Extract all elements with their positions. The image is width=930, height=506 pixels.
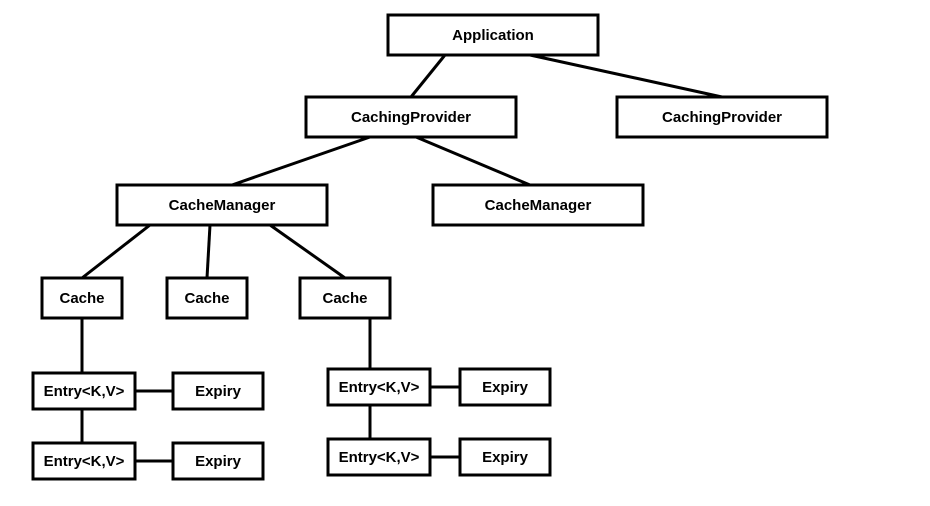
node-label-entry3b: Entry<K,V> bbox=[339, 449, 420, 466]
node-label-expiry1b: Expiry bbox=[195, 453, 242, 470]
node-entry3a: Entry<K,V> bbox=[328, 369, 430, 405]
node-label-entry1b: Entry<K,V> bbox=[44, 453, 125, 470]
edge-cm1-cache3 bbox=[270, 225, 345, 278]
edge-app-cp1 bbox=[411, 55, 445, 97]
node-label-entry1a: Entry<K,V> bbox=[44, 383, 125, 400]
node-expiry3b: Expiry bbox=[460, 439, 550, 475]
edge-cm1-cache2 bbox=[207, 225, 210, 278]
edge-app-cp2 bbox=[530, 55, 722, 97]
node-label-cache3: Cache bbox=[322, 290, 367, 307]
node-label-cm1: CacheManager bbox=[169, 197, 276, 214]
node-entry1a: Entry<K,V> bbox=[33, 373, 135, 409]
node-label-cm2: CacheManager bbox=[485, 197, 592, 214]
node-label-cp1: CachingProvider bbox=[351, 109, 471, 126]
node-expiry1a: Expiry bbox=[173, 373, 263, 409]
edge-cp1-cm1 bbox=[232, 137, 370, 185]
node-label-cp2: CachingProvider bbox=[662, 109, 782, 126]
node-label-app: Application bbox=[452, 27, 534, 44]
node-cm1: CacheManager bbox=[117, 185, 327, 225]
node-cp1: CachingProvider bbox=[306, 97, 516, 137]
edge-cm1-cache1 bbox=[82, 225, 150, 278]
node-label-entry3a: Entry<K,V> bbox=[339, 379, 420, 396]
node-cm2: CacheManager bbox=[433, 185, 643, 225]
node-cache1: Cache bbox=[42, 278, 122, 318]
node-entry3b: Entry<K,V> bbox=[328, 439, 430, 475]
node-label-cache1: Cache bbox=[59, 290, 104, 307]
node-label-expiry3a: Expiry bbox=[482, 379, 529, 396]
node-app: Application bbox=[388, 15, 598, 55]
node-entry1b: Entry<K,V> bbox=[33, 443, 135, 479]
node-cp2: CachingProvider bbox=[617, 97, 827, 137]
edge-cp1-cm2 bbox=[416, 137, 530, 185]
node-cache2: Cache bbox=[167, 278, 247, 318]
node-expiry3a: Expiry bbox=[460, 369, 550, 405]
node-label-cache2: Cache bbox=[184, 290, 229, 307]
node-cache3: Cache bbox=[300, 278, 390, 318]
node-label-expiry1a: Expiry bbox=[195, 383, 242, 400]
node-label-expiry3b: Expiry bbox=[482, 449, 529, 466]
hierarchy-diagram: Application CachingProvider CachingProvide… bbox=[0, 0, 930, 506]
nodes-layer: Application CachingProvider CachingProvide… bbox=[33, 15, 827, 479]
node-expiry1b: Expiry bbox=[173, 443, 263, 479]
